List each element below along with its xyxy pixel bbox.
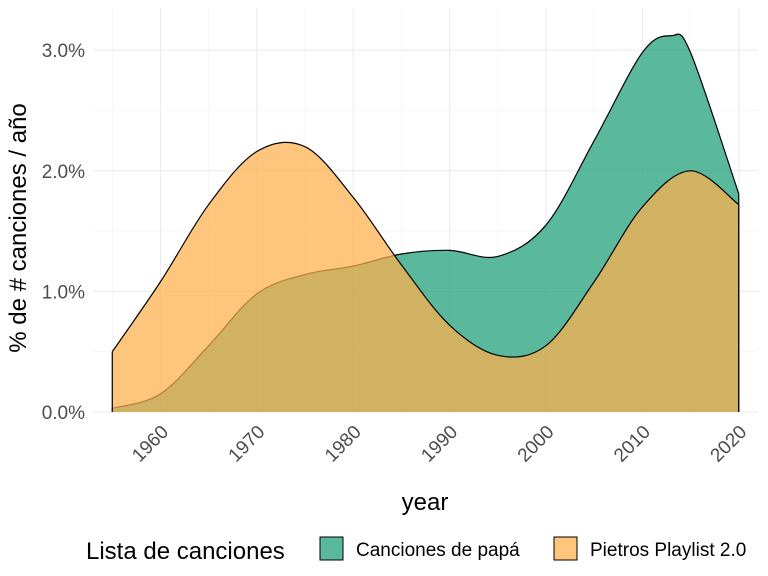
x-tick-label: 1990 xyxy=(417,422,462,467)
x-axis-title: year xyxy=(402,489,449,516)
y-tick-label: 0.0% xyxy=(42,403,85,424)
legend-label-pietros-playlist: Pietros Playlist 2.0 xyxy=(590,540,746,561)
x-tick-label: 1970 xyxy=(225,422,270,467)
y-tick-label: 2.0% xyxy=(42,162,85,183)
density-area-pietros-playlist xyxy=(112,142,739,412)
x-tick-label: 2020 xyxy=(707,422,752,467)
y-tick-label: 1.0% xyxy=(42,282,85,303)
y-tick-label: 3.0% xyxy=(42,41,85,62)
y-axis-ticks: 0.0% 1.0% 2.0% 3.0% xyxy=(42,41,85,424)
legend-title: Lista de canciones xyxy=(86,538,285,565)
legend-label-canciones-de-papa: Canciones de papá xyxy=(356,540,520,561)
density-areas xyxy=(111,33,740,412)
x-tick-label: 2000 xyxy=(514,422,559,467)
legend-swatch-pietros-playlist xyxy=(553,536,578,561)
legend: Lista de canciones Canciones de papá Pie… xyxy=(86,536,746,565)
legend-swatch-canciones-de-papa xyxy=(319,536,344,561)
x-axis-ticks: 1960 1970 1980 1990 2000 2010 2020 xyxy=(128,422,751,467)
y-axis-title: % de # canciones / año xyxy=(5,103,32,353)
density-line-pietros-playlist xyxy=(111,141,740,358)
x-tick-label: 1960 xyxy=(128,422,173,467)
x-tick-label: 2010 xyxy=(610,422,655,467)
x-tick-label: 1980 xyxy=(321,422,366,467)
